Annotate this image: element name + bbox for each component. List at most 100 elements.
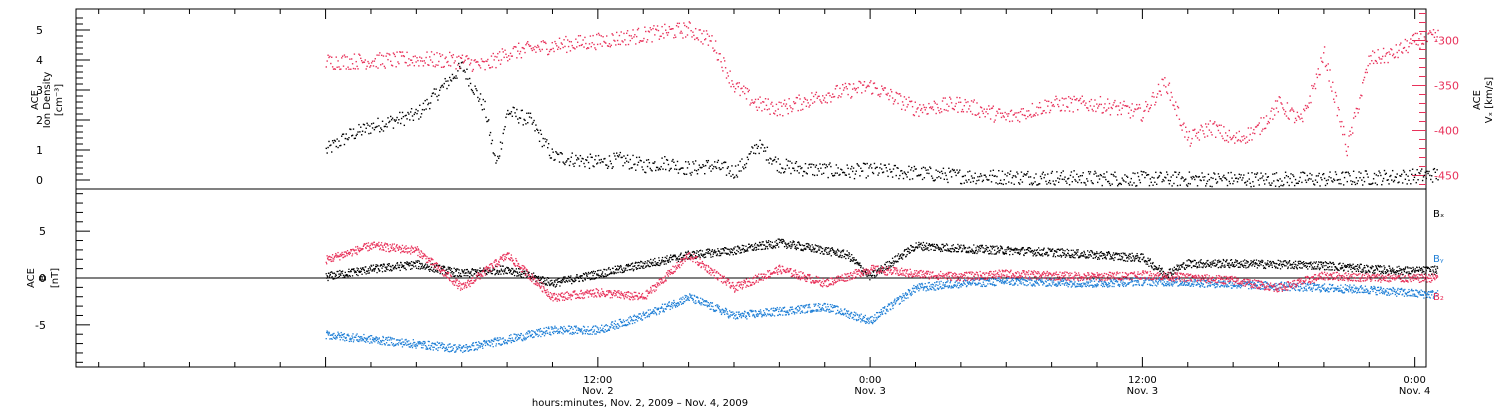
velocity-point [745,98,748,100]
bx-point [643,267,645,269]
bx-point [1026,248,1028,251]
density-point [804,162,807,165]
velocity-point [743,85,745,87]
velocity-point [491,66,494,68]
velocity-point [551,41,553,44]
bx-point [1186,265,1189,267]
velocity-point [510,55,513,57]
velocity-point [442,66,445,68]
bx-point [989,252,991,255]
bx-point [869,279,871,281]
bx-point [1038,252,1040,255]
velocity-point [366,65,368,68]
bx-point [1289,263,1292,265]
velocity-point [817,95,819,98]
velocity-point [979,106,982,108]
velocity-point [1341,120,1343,123]
velocity-point [890,88,892,91]
density-point [689,172,691,174]
velocity-point [928,102,930,105]
bx-point [892,260,895,262]
bx-point [691,254,693,257]
density-point [1061,178,1064,180]
velocity-point [1229,136,1231,139]
bx-point [640,265,642,267]
velocity-point [859,80,861,83]
velocity-point [727,75,730,77]
xtick-date: Nov. 2 [582,386,613,397]
bx-point [972,250,974,252]
velocity-point [1018,111,1020,114]
density-point [593,165,595,168]
bx-point [351,268,353,270]
density-point [1214,178,1217,181]
density-point [740,170,742,172]
velocity-point [388,53,390,55]
bx-point [1233,266,1235,268]
velocity-point [363,61,366,63]
bx-point [732,249,734,251]
density-point [1269,184,1271,186]
bx-point [1378,270,1381,273]
density-point [924,167,926,169]
bx-point [894,256,896,258]
bx-point [812,249,814,251]
density-point [635,156,638,159]
velocity-point [682,37,684,39]
bx-point [746,248,748,250]
bx-point [834,251,836,253]
velocity-point [845,86,848,88]
velocity-point [788,98,790,100]
velocity-point [717,59,720,61]
velocity-point [534,45,536,48]
velocity-point [488,67,491,69]
bx-point [819,245,821,248]
bx-point [1078,255,1080,257]
bx-point [1369,271,1371,273]
velocity-point [471,70,474,72]
density-point [380,128,383,131]
velocity-point [1328,80,1330,82]
bx-point [1103,253,1105,255]
velocity-point [603,40,605,43]
velocity-point [720,61,722,63]
velocity-point [494,55,496,58]
velocity-point [1180,124,1182,127]
bx-point [1246,262,1248,264]
velocity-point [1034,114,1036,117]
density-point [749,153,751,155]
density-point [679,168,681,170]
velocity-point [918,115,920,117]
density-point [533,119,535,122]
bx-point [1079,256,1081,258]
density-point [1287,175,1289,178]
bx-point [590,272,592,274]
velocity-point [1370,55,1372,57]
velocity-point [696,37,699,39]
velocity-point [1008,113,1010,115]
velocity-point [1067,96,1070,98]
velocity-point [489,66,492,69]
density-point [859,175,861,177]
velocity-point [348,68,350,70]
velocity-point [449,65,452,67]
bx-point [661,259,663,261]
bx-point [483,267,485,269]
bx-point [637,265,639,267]
velocity-point [847,93,849,96]
velocity-point [464,59,466,62]
velocity-point [1424,38,1427,40]
density-point [1359,176,1361,179]
bx-point [832,248,834,251]
bx-point [753,248,755,250]
bx-point [1013,248,1016,250]
density-point [592,165,594,167]
density-point [386,126,388,128]
bx-point [1250,262,1253,264]
velocity-point [756,109,759,111]
bx-point [744,250,747,252]
density-point [1309,172,1311,175]
bx-point [367,272,369,274]
bx-point [584,278,586,280]
bx-point [582,280,584,282]
